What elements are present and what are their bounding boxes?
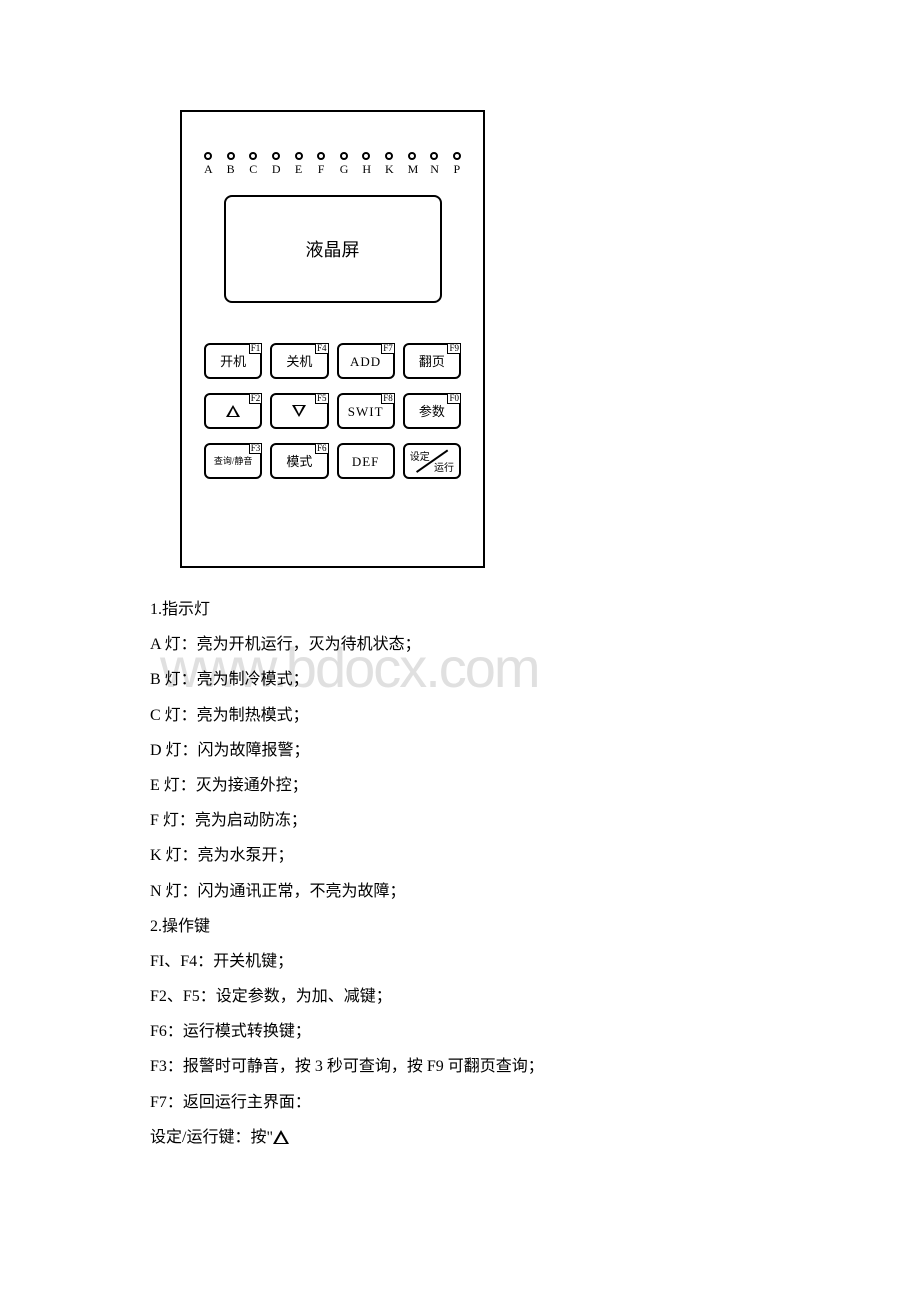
query-mute-button[interactable]: F3 查询/静音: [204, 443, 262, 479]
led-label: K: [385, 162, 393, 177]
led-b: [227, 152, 235, 160]
led-label: H: [362, 162, 370, 177]
button-label: DEF: [352, 455, 380, 468]
led-n: [430, 152, 438, 160]
add-button[interactable]: F7 ADD: [337, 343, 395, 379]
button-label: 查询/静音: [214, 457, 253, 466]
desc-line-b: B 灯：亮为制冷模式；: [150, 662, 770, 697]
fkey-label: F2: [249, 393, 263, 404]
led-a: [204, 152, 212, 160]
diag-top-label: 设定: [410, 448, 430, 463]
desc-line-f2-f5: F2、F5：设定参数，为加、减键；: [150, 979, 770, 1014]
swit-button[interactable]: F8 SWIT: [337, 393, 395, 429]
control-panel: A B C D E F G H K M N P 液晶屏 F1 开机 F4 关机 …: [180, 110, 485, 568]
last-pre: 设定/运行键：按": [150, 1129, 273, 1146]
desc-line-f7: F7：返回运行主界面：: [150, 1085, 770, 1120]
fkey-label: F5: [315, 393, 329, 404]
led-label: M: [408, 162, 416, 177]
led-label: P: [453, 162, 461, 177]
button-label: 关机: [286, 355, 312, 368]
desc-line-c: C 灯：亮为制热模式；: [150, 698, 770, 733]
button-label: 参数: [419, 405, 445, 418]
section-heading-1: 1.指示灯: [150, 592, 770, 627]
desc-line-e: E 灯：灭为接通外控；: [150, 768, 770, 803]
led-label-row: A B C D E F G H K M N P: [204, 162, 461, 177]
fkey-label: F3: [249, 443, 263, 454]
led-h: [362, 152, 370, 160]
led-e: [295, 152, 303, 160]
fkey-label: F7: [381, 343, 395, 354]
button-label: ADD: [350, 355, 381, 368]
triangle-up-icon: [273, 1130, 289, 1144]
section-heading-2: 2.操作键: [150, 909, 770, 944]
led-label: E: [295, 162, 303, 177]
desc-line-f: F 灯：亮为启动防冻；: [150, 803, 770, 838]
fkey-label: F6: [315, 443, 329, 454]
keypad-grid: F1 开机 F4 关机 F7 ADD F9 翻页 F2 F5 F8 SWIT F…: [204, 343, 461, 479]
triangle-up-icon: [226, 405, 240, 417]
button-label: 翻页: [419, 355, 445, 368]
desc-line-d: D 灯：闪为故障报警；: [150, 733, 770, 768]
led-c: [249, 152, 257, 160]
led-g: [340, 152, 348, 160]
button-label: SWIT: [348, 405, 384, 418]
led-label: G: [340, 162, 348, 177]
triangle-down-icon: [292, 405, 306, 417]
desc-line-fi-f4: FI、F4：开关机键；: [150, 944, 770, 979]
led-k: [385, 152, 393, 160]
led-label: A: [204, 162, 212, 177]
fkey-label: F1: [249, 343, 263, 354]
led-f: [317, 152, 325, 160]
up-button[interactable]: F2: [204, 393, 262, 429]
desc-line-a: A 灯：亮为开机运行，灭为待机状态；: [150, 627, 770, 662]
def-button[interactable]: DEF: [337, 443, 395, 479]
led-label: C: [249, 162, 257, 177]
power-on-button[interactable]: F1 开机: [204, 343, 262, 379]
desc-line-k: K 灯：亮为水泵开；: [150, 838, 770, 873]
led-p: [453, 152, 461, 160]
document-body: 1.指示灯 A 灯：亮为开机运行，灭为待机状态； B 灯：亮为制冷模式； C 灯…: [150, 592, 770, 1155]
mode-button[interactable]: F6 模式: [270, 443, 328, 479]
down-button[interactable]: F5: [270, 393, 328, 429]
button-label: 开机: [220, 355, 246, 368]
desc-line-last: 设定/运行键：按": [150, 1120, 770, 1155]
power-off-button[interactable]: F4 关机: [270, 343, 328, 379]
led-label: F: [317, 162, 325, 177]
page-button[interactable]: F9 翻页: [403, 343, 461, 379]
led-label: B: [227, 162, 235, 177]
led-label: N: [430, 162, 438, 177]
desc-line-f6: F6：运行模式转换键；: [150, 1014, 770, 1049]
led-m: [408, 152, 416, 160]
param-button[interactable]: F0 参数: [403, 393, 461, 429]
desc-line-n: N 灯：闪为通讯正常，不亮为故障；: [150, 874, 770, 909]
button-label: 模式: [286, 455, 312, 468]
fkey-label: F0: [447, 393, 461, 404]
lcd-screen: 液晶屏: [224, 195, 442, 303]
fkey-label: F9: [447, 343, 461, 354]
led-d: [272, 152, 280, 160]
diag-bottom-label: 运行: [434, 459, 454, 474]
fkey-label: F8: [381, 393, 395, 404]
lcd-label: 液晶屏: [306, 236, 360, 262]
fkey-label: F4: [315, 343, 329, 354]
led-label: D: [272, 162, 280, 177]
led-indicator-row: [204, 152, 461, 160]
set-run-button[interactable]: 设定 运行: [403, 443, 461, 479]
desc-line-f3: F3：报警时可静音，按 3 秒可查询，按 F9 可翻页查询；: [150, 1049, 770, 1084]
